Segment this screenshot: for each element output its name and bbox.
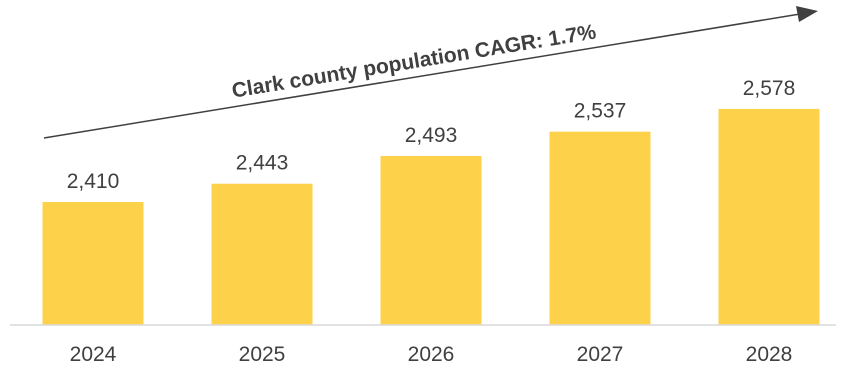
bar-2025 — [211, 183, 313, 325]
x-tick-labels-layer: 2024 2025 2026 2027 2028 — [70, 343, 793, 366]
bar-2028 — [718, 108, 820, 325]
bar-2026 — [380, 156, 482, 325]
value-label-2025: 2,443 — [236, 152, 289, 175]
cagr-arrow — [43, 6, 818, 139]
x-tick-2025: 2025 — [239, 343, 286, 366]
value-label-2024: 2,410 — [67, 170, 120, 193]
bar-2027 — [549, 131, 651, 325]
x-tick-2028: 2028 — [746, 343, 793, 366]
value-label-2026: 2,493 — [405, 124, 458, 147]
value-label-2027: 2,537 — [574, 100, 627, 123]
cagr-annotation: Clark county population CAGR: 1.7% — [230, 20, 598, 102]
x-tick-2026: 2026 — [408, 343, 455, 366]
cagr-arrow-line — [43, 13, 801, 139]
bar-2024 — [42, 202, 144, 325]
x-tick-2027: 2027 — [577, 343, 624, 366]
x-tick-2024: 2024 — [70, 343, 117, 366]
cagr-arrow-head — [796, 6, 818, 22]
value-labels-layer: 2,410 2,443 2,493 2,537 2,578 — [67, 77, 796, 193]
bars-layer — [42, 108, 820, 325]
value-label-2028: 2,578 — [743, 77, 796, 100]
